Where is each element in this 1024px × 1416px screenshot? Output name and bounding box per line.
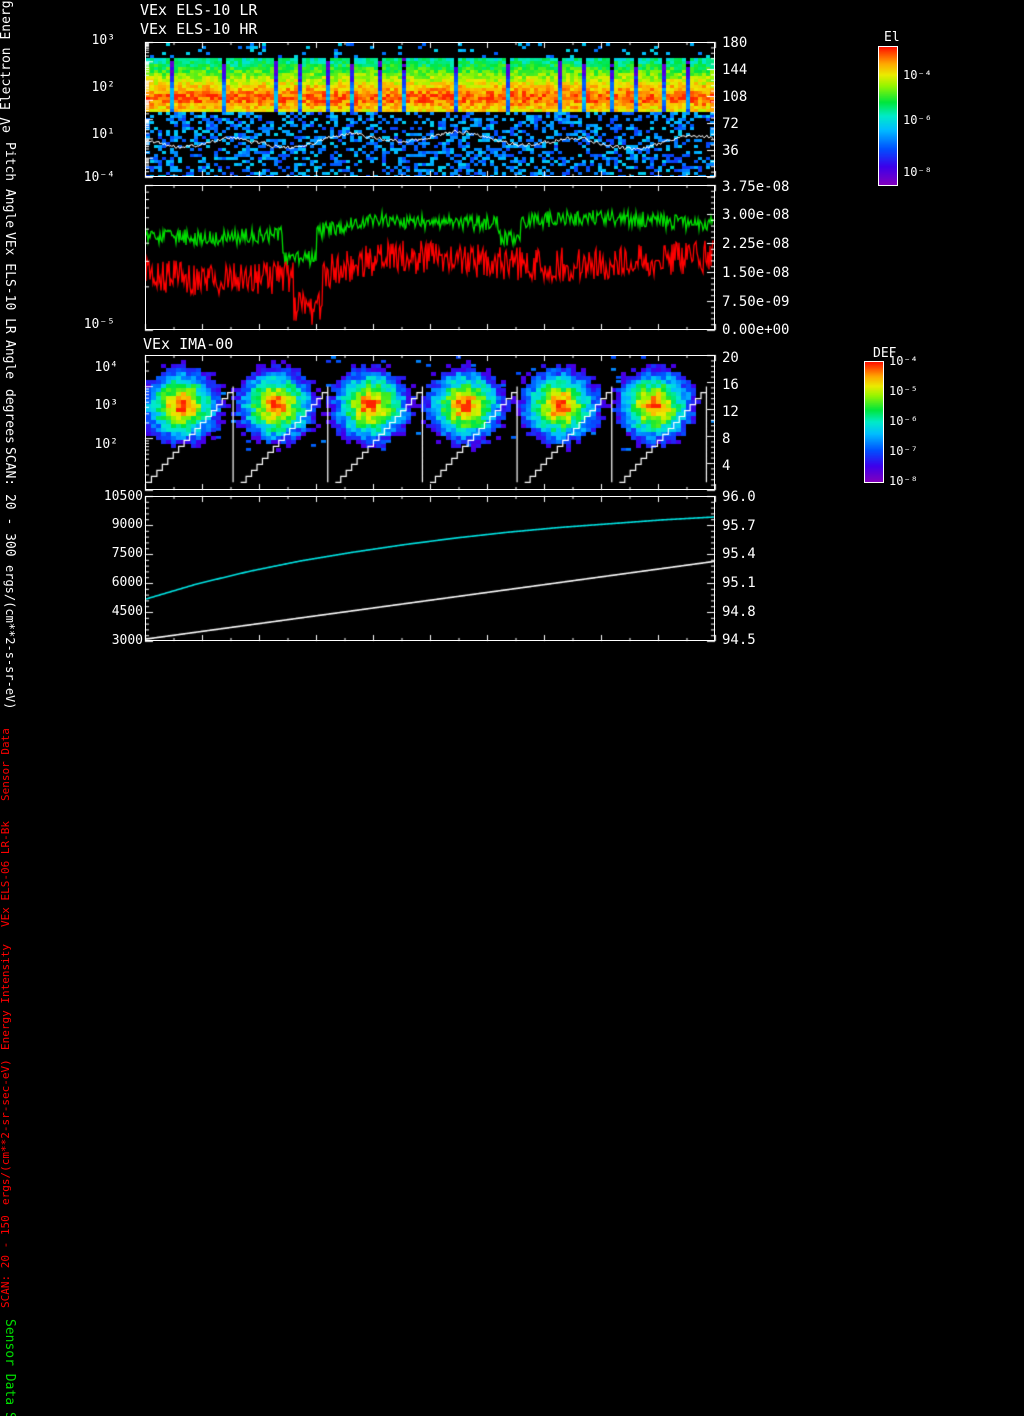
panel1-y-axis-label: Electron Energy xyxy=(0,0,14,110)
panel4-ytick-2: 7500 xyxy=(111,546,143,561)
panel1-right-label-angle: Angle xyxy=(2,340,17,380)
panel1-right-label-pitch-angle: Pitch Angle xyxy=(2,141,17,229)
panel2-right-tick-0: 3.75e-08 xyxy=(722,179,790,195)
panel4-right-tick-3: 95.1 xyxy=(722,575,756,591)
panel1-right-tick-2: 108 xyxy=(722,89,748,105)
colorbar-def xyxy=(864,361,884,483)
panel1-right-label-dataset: VEx ELS-10 LR xyxy=(2,231,17,334)
panel4-ytick-4: 4500 xyxy=(111,604,143,619)
panel3-title: VEx IMA-00 xyxy=(143,335,234,353)
panel1-right-tick-3: 72 xyxy=(722,116,739,132)
panel3-ytick-0: 10⁴ xyxy=(94,360,118,375)
panel2-right-tick-4: 7.50e-09 xyxy=(722,294,790,310)
panel1-right-tick-4: 36 xyxy=(722,143,739,159)
panel3-ytick-1: 10³ xyxy=(94,398,118,413)
panel4-ytick-1: 9000 xyxy=(111,517,143,532)
panel3-right-tick-3: 8 xyxy=(722,431,731,447)
panel3-right-tick-4: 4 xyxy=(722,458,731,474)
panel2-left-label-scan: SCAN: 20 - 150 xyxy=(0,1215,12,1309)
panel2-ytick-1: 10⁻⁵ xyxy=(83,317,115,332)
panel3-right-tick-1: 16 xyxy=(722,377,739,393)
panel2-right-label-scb: S/C B xyxy=(0,1407,17,1416)
panel1-right-tick-0: 180 xyxy=(722,35,748,51)
panel2-left-label-energy-intensity: Energy Intensity xyxy=(0,944,12,1050)
colorbar-el-units: ergs/(cm**2-s-sr-eV) xyxy=(3,564,17,710)
panel1-right-tick-1: 144 xyxy=(722,62,748,78)
colorbar-el-title: El xyxy=(884,30,900,45)
panel4-right-tick-4: 94.8 xyxy=(722,604,756,620)
panel1-ytick-1: 10² xyxy=(91,80,115,95)
panel4-ytick-3: 6000 xyxy=(111,575,143,590)
panel1-y-axis-units: eV xyxy=(0,117,14,133)
colorbar-def-tick-3: 10⁻⁷ xyxy=(889,444,918,458)
panel2-left-label-units: ergs/(cm**2-sr-sec-eV) xyxy=(0,1059,12,1205)
panel2-ytick-0: 10⁻⁴ xyxy=(83,170,115,185)
panel3-ytick-2: 10² xyxy=(94,437,118,452)
panel2-left-label-dataset: VEx ELS-06 LR-Bk xyxy=(0,821,12,928)
panel2-right-tick-5: 0.00e+00 xyxy=(722,322,790,338)
colorbar-def-tick-4: 10⁻⁸ xyxy=(889,474,918,488)
panel3-right-tick-0: 20 xyxy=(722,350,739,366)
panel4-ytick-5: 3000 xyxy=(111,633,143,648)
panel2-left-label-sensor-data: Sensor Data xyxy=(0,728,12,801)
panel2-plot-area[interactable] xyxy=(145,185,715,330)
panel3-right-tick-2: 12 xyxy=(722,404,739,420)
panel1-right-label-degrees: degrees xyxy=(2,388,17,444)
colorbar-def-tick-1: 10⁻⁵ xyxy=(889,384,918,398)
panel2-right-tick-1: 3.00e-08 xyxy=(722,207,790,223)
panel4-right-tick-5: 94.5 xyxy=(722,632,756,648)
panel4-ytick-0: 10500 xyxy=(103,489,143,504)
panel1-ytick-0: 10³ xyxy=(91,33,115,48)
panel2-right-tick-3: 1.50e-08 xyxy=(722,265,790,281)
panel2-right-tick-2: 2.25e-08 xyxy=(722,236,790,252)
colorbar-el-tick-0: 10⁻⁴ xyxy=(903,68,932,82)
colorbar-el xyxy=(878,46,898,186)
panel1-right-label-scan: SCAN: 20 - 300 xyxy=(2,447,17,557)
colorbar-def-tick-0: 10⁻⁴ xyxy=(889,354,918,368)
panel4-right-tick-2: 95.4 xyxy=(722,546,756,562)
panel4-right-tick-0: 96.0 xyxy=(722,489,756,505)
panel1-title-lr: VEx ELS-10 LR xyxy=(140,1,258,19)
panel3-plot-area[interactable] xyxy=(145,355,715,490)
panel2-right-label-sensor-data: Sensor Data xyxy=(2,1318,17,1406)
panel4-plot-area[interactable] xyxy=(145,496,715,641)
panel1-ytick-2: 10¹ xyxy=(91,127,115,142)
colorbar-el-tick-1: 10⁻⁶ xyxy=(903,113,932,127)
panel1-title-hr: VEx ELS-10 HR xyxy=(140,20,258,38)
panel4-right-tick-1: 95.7 xyxy=(722,518,756,534)
colorbar-def-tick-2: 10⁻⁶ xyxy=(889,414,918,428)
panel1-plot-area[interactable] xyxy=(145,42,715,177)
colorbar-el-tick-2: 10⁻⁸ xyxy=(903,165,932,179)
